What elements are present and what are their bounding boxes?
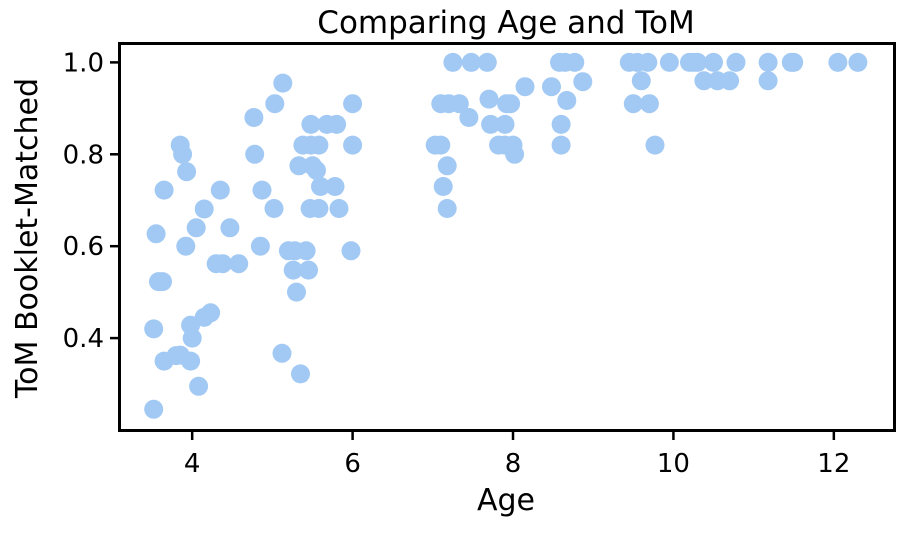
data-point: [848, 52, 868, 72]
data-point: [461, 52, 481, 72]
data-point: [551, 135, 571, 155]
data-point: [146, 224, 166, 244]
data-point: [301, 114, 321, 134]
plot-frame: [118, 42, 896, 432]
y-axis-ticks: 0.4 0.6 0.8 1.0: [63, 48, 120, 354]
data-point: [272, 343, 292, 363]
data-point: [327, 114, 347, 134]
data-point: [437, 199, 457, 218]
data-point: [325, 177, 345, 196]
data-point: [194, 199, 214, 219]
data-point: [153, 272, 172, 292]
data-point: [501, 94, 521, 114]
data-point: [505, 144, 525, 164]
chart-title: Comparing Age and ToM: [317, 5, 694, 41]
y-tick-label: 1.0: [63, 48, 104, 78]
data-point: [289, 156, 309, 176]
data-point: [659, 52, 679, 72]
data-points: [144, 52, 868, 419]
data-point: [557, 91, 577, 110]
data-point: [343, 135, 363, 155]
data-point: [311, 177, 330, 196]
data-point: [479, 89, 499, 109]
x-tick-label: 6: [344, 449, 361, 479]
data-point: [726, 52, 746, 72]
data-point: [481, 114, 501, 134]
data-point: [449, 94, 469, 114]
data-point: [551, 114, 571, 134]
x-tick-label: 10: [657, 449, 690, 479]
x-axis-label: Age: [477, 483, 535, 518]
data-point: [758, 52, 778, 72]
data-point: [177, 162, 197, 182]
data-point: [720, 71, 740, 91]
data-point: [477, 52, 497, 72]
data-point: [220, 218, 240, 238]
x-tick-label: 12: [817, 449, 850, 479]
data-point: [623, 94, 643, 114]
data-point: [273, 73, 293, 93]
data-point: [343, 94, 363, 114]
data-point: [299, 260, 318, 280]
data-point: [437, 156, 457, 176]
data-point: [645, 135, 665, 155]
data-point: [758, 71, 778, 91]
data-point: [329, 199, 349, 218]
data-point: [283, 260, 303, 280]
data-point: [694, 71, 714, 91]
data-point: [459, 108, 479, 127]
data-point: [565, 52, 585, 72]
x-tick-label: 8: [505, 449, 522, 479]
data-point: [264, 199, 284, 218]
data-point: [515, 77, 535, 97]
data-point: [213, 254, 233, 274]
data-point: [250, 236, 270, 256]
data-point: [154, 180, 174, 200]
data-point: [784, 52, 804, 72]
data-point: [443, 52, 463, 72]
data-point: [433, 177, 453, 196]
data-point: [176, 236, 196, 256]
data-point: [639, 94, 659, 114]
data-point: [341, 241, 361, 261]
data-point: [189, 376, 209, 396]
data-point: [182, 328, 202, 348]
x-tick-label: 4: [184, 449, 201, 479]
data-point: [252, 180, 272, 200]
data-point: [181, 351, 201, 371]
data-point: [704, 52, 723, 72]
data-point: [688, 52, 707, 72]
data-point: [244, 108, 264, 127]
data-point: [229, 254, 249, 274]
data-point: [638, 52, 658, 72]
y-axis-label: ToM Booklet-Matched: [10, 78, 45, 399]
data-point: [186, 218, 206, 238]
data-point: [265, 94, 285, 114]
data-point: [201, 303, 221, 323]
data-point: [309, 199, 329, 218]
data-point: [307, 160, 326, 180]
data-point: [542, 77, 561, 97]
y-tick-label: 0.6: [63, 232, 104, 262]
data-point: [296, 241, 316, 261]
data-point: [828, 52, 848, 72]
data-point: [144, 319, 164, 339]
y-tick-label: 0.8: [63, 140, 104, 170]
y-tick-label: 0.4: [63, 324, 104, 354]
data-point: [245, 144, 265, 164]
data-point: [573, 72, 593, 92]
x-axis-ticks: 4 6 8 10 12: [184, 430, 850, 479]
data-point: [431, 135, 451, 155]
data-point: [631, 71, 651, 91]
data-point: [144, 399, 164, 419]
data-point: [495, 114, 515, 134]
data-point: [173, 144, 193, 164]
data-point: [287, 282, 306, 302]
data-point: [291, 364, 310, 384]
data-point: [210, 180, 230, 200]
data-point: [309, 135, 329, 155]
